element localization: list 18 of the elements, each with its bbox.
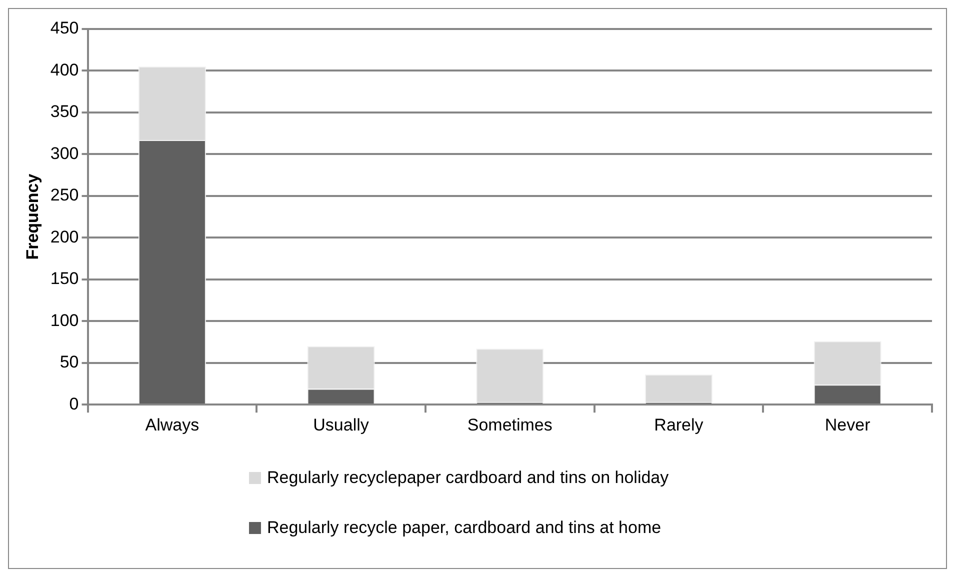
x-tick-label: Rarely	[654, 415, 704, 434]
y-tick-label: 400	[50, 60, 79, 80]
x-tick-label: Sometimes	[467, 415, 552, 434]
y-tick-label: 350	[50, 102, 79, 122]
x-tick-label: Usually	[313, 415, 370, 434]
y-tick-label: 150	[50, 269, 79, 288]
y-tick-label: 450	[50, 18, 79, 38]
y-tick-label: 250	[50, 186, 79, 205]
legend-label: Regularly recycle paper, cardboard and tins at home	[267, 518, 662, 538]
legend-label: Regularly recyclepaper cardboard and tins on holiday	[267, 468, 669, 488]
y-tick-label: 200	[50, 227, 79, 246]
y-tick-label: 300	[50, 144, 79, 163]
y-axis-title: Frequency	[22, 173, 42, 260]
y-tick-label: 50	[60, 352, 79, 372]
y-tick-label: 100	[50, 310, 79, 330]
x-tick-label: Never	[824, 415, 871, 434]
y-tick-label: 0	[69, 394, 79, 414]
x-tick-label: Always	[145, 415, 200, 434]
